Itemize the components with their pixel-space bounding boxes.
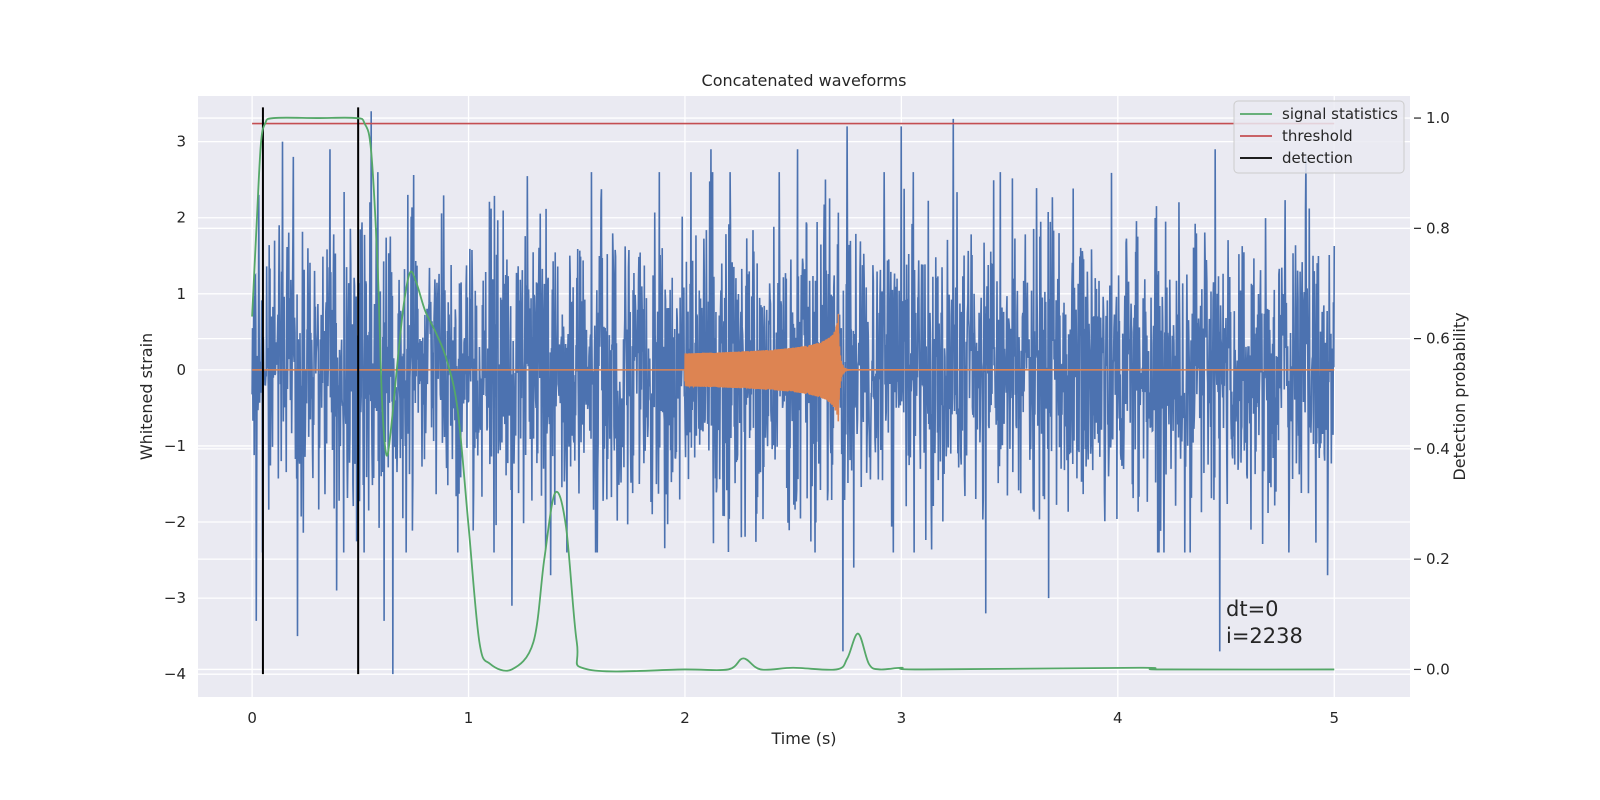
legend-box <box>1233 100 1405 174</box>
legend: signal statistics threshold detection <box>1233 100 1405 174</box>
series-detection <box>261 107 360 675</box>
chart-title: Concatenated waveforms <box>702 71 907 90</box>
y-tick-label-right: 1.0 <box>1426 109 1450 127</box>
y-tick-label-right: 0.4 <box>1426 440 1450 458</box>
y-tick-label-right: 0.0 <box>1426 660 1450 678</box>
signal-statistics-line <box>251 116 1335 673</box>
x-axis-label: Time (s) <box>770 729 836 748</box>
x-tick-label: 0 <box>247 709 257 727</box>
y-tick-label-right: 0.8 <box>1426 219 1450 237</box>
axis-ticks: 0 1 2 3 4 5 −4 −3 −2 −1 0 1 2 3 0.0 0.2 0.4 0.6 0.8 1.0 <box>164 109 1450 727</box>
annotation-dt: dt=0 <box>1226 597 1279 621</box>
y-tick-label-left: 0 <box>176 361 186 379</box>
y-tick-label-left: 3 <box>176 133 186 151</box>
legend-label: signal statistics <box>1282 105 1398 123</box>
y-tick-label-left: −3 <box>164 589 186 607</box>
annotation-index: i=2238 <box>1226 624 1303 648</box>
y-tick-label-left: −4 <box>164 665 186 683</box>
y-tick-label-right: 0.2 <box>1426 550 1450 568</box>
x-tick-label: 1 <box>464 709 474 727</box>
x-tick-label: 3 <box>897 709 907 727</box>
series-whitened-strain <box>251 111 1336 675</box>
y-tick-label-left: −2 <box>164 513 186 531</box>
y-tick-label-left: 2 <box>176 209 186 227</box>
y-tick-label-right: 0.6 <box>1426 330 1450 348</box>
series-signal-statistics <box>251 116 1335 673</box>
x-tick-label: 2 <box>680 709 690 727</box>
strain-line <box>251 111 1336 675</box>
x-tick-label: 4 <box>1113 709 1123 727</box>
y-tick-label-left: −1 <box>164 437 186 455</box>
template-line <box>252 313 1335 422</box>
legend-label: threshold <box>1282 127 1353 145</box>
x-tick-label: 5 <box>1329 709 1339 727</box>
series-template <box>252 313 1335 422</box>
y-axis-label-left: Whitened strain <box>137 333 156 460</box>
y-tick-label-left: 1 <box>176 285 186 303</box>
y-axis-label-right: Detection probability <box>1450 312 1469 480</box>
legend-label: detection <box>1282 149 1353 167</box>
